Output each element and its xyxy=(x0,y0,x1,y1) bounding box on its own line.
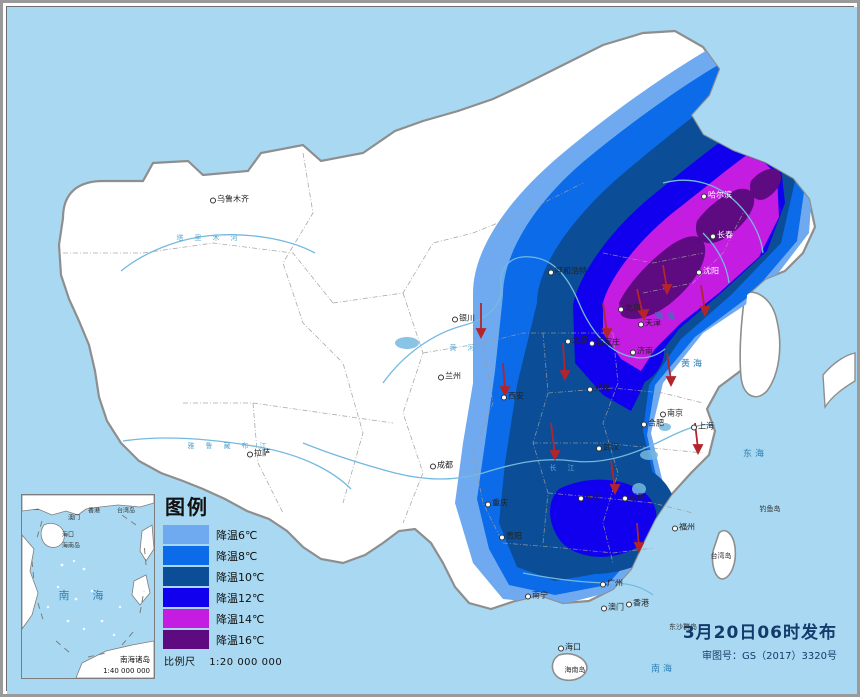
legend-item: 降温6℃ xyxy=(163,525,303,544)
band-16c-core-b xyxy=(695,188,755,244)
sea-label: 东海 xyxy=(742,449,768,460)
sea-label: 南海 xyxy=(650,664,676,675)
city-label: 石家庄 xyxy=(589,337,620,347)
wind-arrows xyxy=(475,264,711,554)
city-label: 西安 xyxy=(501,391,524,401)
island-label: 东沙群岛 xyxy=(669,623,697,631)
hainan-island xyxy=(551,652,588,682)
legend-label: 降温14℃ xyxy=(216,612,265,626)
band-12c-south xyxy=(550,479,657,557)
legend-label: 降温8℃ xyxy=(216,549,258,563)
province-boundaries xyxy=(63,152,744,564)
legend-label: 降温12℃ xyxy=(216,591,265,605)
sea-label: 黄海 xyxy=(680,359,706,370)
city-label: 贵阳 xyxy=(499,531,522,541)
city-label: 拉萨 xyxy=(247,448,270,458)
city-label: 长沙 xyxy=(578,492,601,502)
legend-swatch xyxy=(163,588,209,607)
city-label: 合肥 xyxy=(641,418,664,428)
city-label: 南京 xyxy=(660,408,683,418)
legend-label: 降温16℃ xyxy=(216,633,265,647)
city-label: 香港 xyxy=(626,598,649,608)
inset-scale: 1:40 000 000 xyxy=(103,667,150,675)
city-label: 呼和浩特 xyxy=(548,266,587,276)
city-label: 兰州 xyxy=(438,371,461,381)
island-label: 台湾岛 xyxy=(710,552,732,560)
band-16c-core-c xyxy=(749,168,782,200)
city-label: 武汉 xyxy=(596,442,619,452)
legend-swatch xyxy=(163,567,209,586)
city-label: 哈尔滨 xyxy=(701,190,732,200)
scale-label: 比例尺 xyxy=(164,657,196,668)
city-label: 南宁 xyxy=(525,590,548,600)
legend-title: 图例 xyxy=(165,495,209,519)
city-label: 天津 xyxy=(638,318,661,328)
legend-item: 降温14℃ xyxy=(163,609,303,628)
scale-bar: 比例尺 1:20 000 000 xyxy=(164,653,303,668)
scale-value: 1:20 000 000 xyxy=(209,657,283,668)
legend-item: 降温16℃ xyxy=(163,630,303,649)
legend-item: 降温8℃ xyxy=(163,546,303,565)
river-label: 长 江 xyxy=(549,464,577,472)
legend-label: 降温10℃ xyxy=(216,570,265,584)
city-label: 济南 xyxy=(630,346,653,356)
legend-swatch xyxy=(163,546,209,565)
city-label: 银川 xyxy=(452,313,475,323)
sea-label: 渤海 xyxy=(653,312,679,323)
city-label: 重庆 xyxy=(485,498,508,508)
city-label: 沈阳 xyxy=(696,266,719,276)
river-label: 塔 里 木 河 xyxy=(176,234,240,242)
inset-sea-label: 南 海 xyxy=(58,589,110,602)
legend-item: 降温12℃ xyxy=(163,588,303,607)
river-label: 雅 鲁 藏 布 江 xyxy=(187,442,269,450)
lakes xyxy=(395,337,671,495)
legend: 图例 降温6℃ 降温8℃ 降温10℃ 降温12℃ 降温14℃ 降温16℃ 比例尺… xyxy=(163,491,303,668)
island-label: 钓鱼岛 xyxy=(759,505,781,513)
legend-item: 降温10℃ xyxy=(163,567,303,586)
japan-sliver xyxy=(822,352,856,410)
legend-swatch xyxy=(163,525,209,544)
inset-island-label: 海南岛 xyxy=(61,542,81,550)
inset-island-label: 台湾岛 xyxy=(116,507,136,515)
city-label: 乌鲁木齐 xyxy=(210,194,249,204)
korea-peninsula xyxy=(739,291,781,398)
release-time: 3月20日06时发布 xyxy=(682,623,837,643)
city-label: 南昌 xyxy=(622,492,645,502)
city-label: 广州 xyxy=(600,578,623,588)
city-label: 长春 xyxy=(710,230,733,240)
city-label: 上海 xyxy=(691,421,714,431)
island-label: 海南岛 xyxy=(564,666,586,674)
city-label: 郑州 xyxy=(587,383,610,393)
approval-number: 审图号：GS（2017）3320号 xyxy=(702,651,837,662)
city-label: 成都 xyxy=(430,460,453,470)
city-label: 澳门 xyxy=(601,602,624,612)
rivers xyxy=(120,179,764,596)
city-label: 太原 xyxy=(565,335,588,345)
inset-map xyxy=(22,495,154,678)
south-china-sea-inset: 澳门 香港 台湾岛 海口 海南岛 南 海 南海诸岛 1:40 000 000 xyxy=(21,494,155,679)
city-label: 北京 xyxy=(618,303,641,313)
issue-info: 3月20日06时发布 审图号：GS（2017）3320号 xyxy=(683,618,837,662)
taiwan-island xyxy=(711,529,737,580)
inset-city-label: 澳门 xyxy=(67,514,81,522)
inset-city-label: 香港 xyxy=(87,507,101,515)
city-label: 海口 xyxy=(558,642,581,652)
city-label: 福州 xyxy=(672,522,695,532)
legend-label: 降温6℃ xyxy=(216,528,258,542)
river-label: 黄 河 xyxy=(449,344,477,352)
legend-swatch xyxy=(163,630,209,649)
inset-title: 南海诸岛 xyxy=(120,655,150,664)
inset-city-label: 海口 xyxy=(61,531,75,539)
legend-swatch xyxy=(163,609,209,628)
